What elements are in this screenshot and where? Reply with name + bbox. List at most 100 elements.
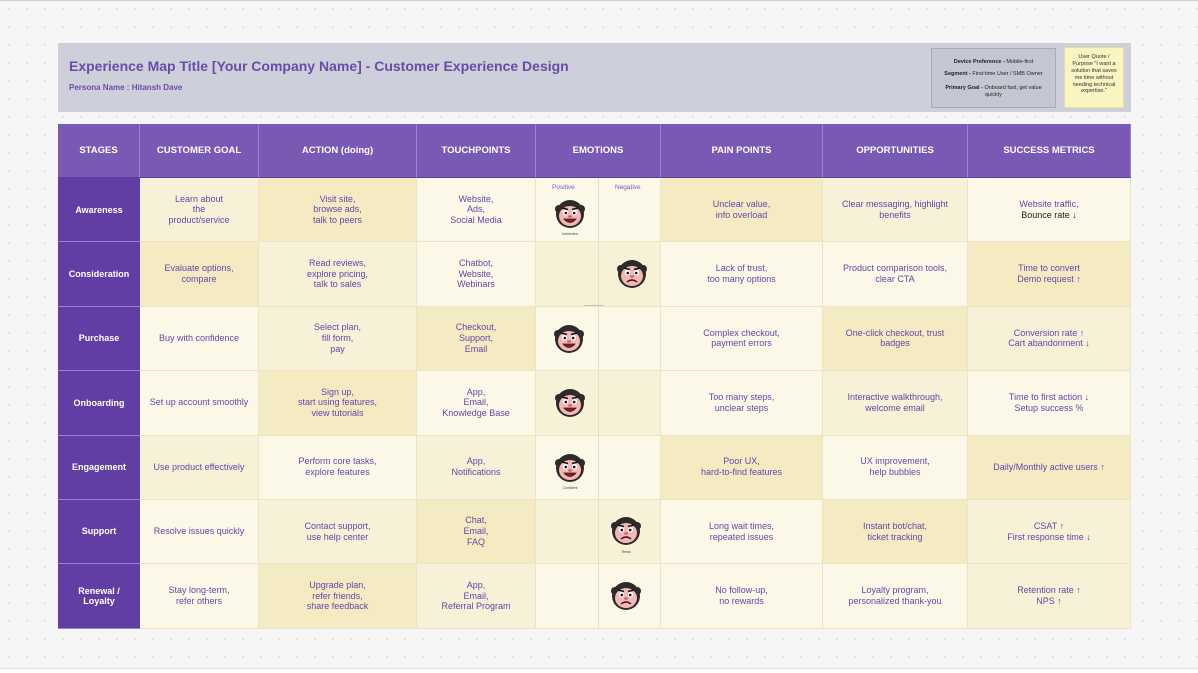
emotion-face-icon[interactable] [609,514,643,548]
map-title[interactable]: Experience Map Title [Your Company Name]… [69,58,569,74]
pain-points-cell[interactable]: Too many steps, unclear steps [661,371,823,436]
opportunities-cell[interactable]: UX improvement, help bubbles [823,435,968,500]
column-header-emotions[interactable]: EMOTIONS [536,124,661,178]
success-metrics-cell[interactable]: Retention rate ↑ NPS ↑ [968,564,1131,629]
emotion-divider [598,435,599,499]
pain-points-cell[interactable]: Unclear value, info overload [661,178,823,243]
emotion-divider [598,564,599,628]
touchpoints-cell[interactable]: Chatbot, Website, Webinars [417,242,536,307]
column-header-pain-points[interactable]: PAIN POINTS [661,124,823,178]
action-cell[interactable]: Visit site, browse ads, talk to peers [259,178,417,243]
stage-support[interactable]: Support [58,499,140,565]
metric-primary: CSAT ↑ First response time ↓ [1007,520,1091,542]
goal-cell[interactable]: Resolve issues quickly [140,499,259,565]
device-preference: Device Preference - Mobile-first [953,59,1034,65]
success-metrics-cell[interactable]: Time to first action ↓ Setup success % [968,371,1131,436]
touchpoints-cell[interactable]: Chat, Email, FAQ [417,499,536,565]
action-cell[interactable]: Sign up, start using features, view tuto… [259,371,417,436]
user-quote-sticky-note[interactable]: User Quote / Purpose "I want a solution … [1064,47,1124,108]
pain-points-cell[interactable]: Complex checkout, payment errors [661,306,823,372]
goal-cell[interactable]: Learn about the product/service [140,178,259,243]
success-metrics-cell[interactable]: Website traffic, Bounce rate ↓ [968,178,1131,243]
success-metrics-cell[interactable]: CSAT ↑ First response time ↓ [968,499,1131,565]
emotion-cell[interactable] [536,242,661,307]
goal-cell[interactable]: Evaluate options, compare [140,242,259,307]
emotion-face-icon[interactable] [553,197,587,231]
stage-awareness[interactable]: Awareness [58,178,140,243]
success-metrics-cell[interactable]: Conversion rate ↑ Cart abandonment ↓ [968,306,1131,372]
stage-onboarding[interactable]: Onboarding [58,371,140,436]
emotion-cell[interactable] [536,306,661,372]
opportunities-cell[interactable]: Interactive walkthrough, welcome email [823,371,968,436]
metric-primary: Daily/Monthly active users ↑ [993,461,1105,472]
action-cell[interactable]: Select plan, fill form, pay [259,306,417,372]
segment: Segment - First-time User / SMB Owner [944,71,1043,77]
emotion-cell[interactable]: Positive Negative Interested [536,178,661,243]
emotion-face-icon[interactable] [553,451,587,485]
metric-primary: Retention rate ↑ NPS ↑ [1017,585,1081,607]
emotion-divider [598,306,599,371]
persona-name[interactable]: Persona Name : Hitansh Dave [69,83,183,92]
column-header-customer-goal[interactable]: CUSTOMER GOAL [140,124,259,178]
pain-points-cell[interactable]: Poor UX, hard-to-find features [661,435,823,500]
metric-primary: Website traffic, [1019,198,1079,209]
opportunities-cell[interactable]: Clear messaging, highlight benefits [823,178,968,243]
emotion-cell[interactable]: Confident [536,435,661,500]
stage-engagement[interactable]: Engagement [58,435,140,500]
touchpoints-cell[interactable]: App, Email, Referral Program [417,564,536,629]
column-header-touchpoints[interactable]: TOUCHPOINTS [417,124,536,178]
goal-cell[interactable]: Stay long-term, refer others [140,564,259,629]
persona-info-card[interactable]: Device Preference - Mobile-first Segment… [931,48,1056,108]
pain-points-cell[interactable]: Long wait times, repeated issues [661,499,823,565]
emotion-positive-label: Positive [552,184,575,191]
divider-mark [584,305,604,307]
primary-goal: Primary Goal - Onboard fast, get value q… [945,85,1042,98]
metric-primary: Time to first action ↓ Setup success % [1008,392,1090,413]
emotion-divider [598,371,599,435]
emotion-cell[interactable] [536,371,661,436]
emotion-face-icon[interactable] [615,257,649,291]
emotion-cell[interactable]: Tense [536,499,661,565]
opportunities-cell[interactable]: Instant bot/chat, ticket tracking [823,499,968,565]
emotion-face-icon[interactable] [609,579,643,613]
success-metrics-cell[interactable]: Daily/Monthly active users ↑ [968,435,1131,500]
emotion-divider [598,242,599,306]
stage-renewal-loyalty[interactable]: Renewal / Loyalty [58,564,140,629]
goal-cell[interactable]: Set up account smoothly [140,371,259,436]
column-header-success-metrics[interactable]: SUCCESS METRICS [968,124,1131,178]
stage-purchase[interactable]: Purchase [58,306,140,372]
experience-map-grid: STAGES CUSTOMER GOAL ACTION (doing) TOUCHPO… [58,124,1131,629]
column-header-stages[interactable]: STAGES [58,124,140,178]
pain-points-cell[interactable]: No follow-up, no rewards [661,564,823,629]
top-border [0,0,1198,1]
map-header: Experience Map Title [Your Company Name]… [58,43,1131,112]
metric-primary: Time to convert Demo request ↑ [1017,263,1081,285]
touchpoints-cell[interactable]: Checkout, Support, Email [417,306,536,372]
opportunities-cell[interactable]: Loyalty program, personalized thank-you [823,564,968,629]
opportunities-cell[interactable]: One-click checkout, trust badges [823,306,968,372]
emotion-face-icon[interactable] [553,386,587,420]
action-cell[interactable]: Contact support, use help center [259,499,417,565]
emotion-divider [598,178,599,242]
touchpoints-cell[interactable]: App, Email, Knowledge Base [417,371,536,436]
action-cell[interactable]: Perform core tasks, explore features [259,435,417,500]
emotion-caption: Interested [562,232,578,236]
column-header-opportunities[interactable]: OPPORTUNITIES [823,124,968,178]
success-metrics-cell[interactable]: Time to convert Demo request ↑ [968,242,1131,307]
goal-cell[interactable]: Use product effectively [140,435,259,500]
pain-points-cell[interactable]: Lack of trust, too many options [661,242,823,307]
column-header-action[interactable]: ACTION (doing) [259,124,417,178]
opportunities-cell[interactable]: Product comparison tools, clear CTA [823,242,968,307]
emotion-negative-label: Negative [615,184,641,191]
emotion-divider [598,499,599,564]
stage-consideration[interactable]: Consideration [58,242,140,307]
action-cell[interactable]: Read reviews, explore pricing, talk to s… [259,242,417,307]
emotion-face-icon[interactable] [552,322,586,356]
touchpoints-cell[interactable]: App, Notifications [417,435,536,500]
touchpoints-cell[interactable]: Website, Ads, Social Media [417,178,536,243]
metric-primary: Conversion rate ↑ Cart abandonment ↓ [1008,327,1090,349]
action-cell[interactable]: Upgrade plan, refer friends, share feedb… [259,564,417,629]
emotion-cell[interactable] [536,564,661,629]
bottom-border [0,668,1198,673]
goal-cell[interactable]: Buy with confidence [140,306,259,372]
